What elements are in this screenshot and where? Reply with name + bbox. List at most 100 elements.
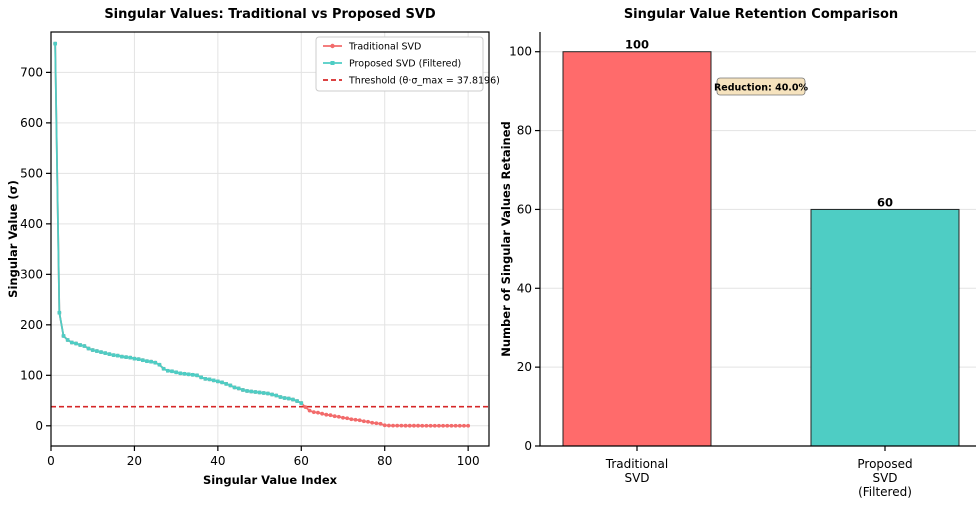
data-point xyxy=(128,355,133,360)
reduction-annotation: Reduction: 40.0% xyxy=(714,77,809,96)
data-point xyxy=(462,423,466,428)
data-point xyxy=(416,423,420,428)
data-point xyxy=(382,423,387,428)
legend-entry-threshold: Threshold (θ·σ_max = 37.8196) xyxy=(323,76,500,87)
data-point xyxy=(282,396,287,400)
bar-chart-ylabel: Number of Singular Values Retained xyxy=(499,121,513,357)
data-point xyxy=(428,423,433,428)
data-point xyxy=(278,395,283,399)
data-point xyxy=(391,423,395,428)
data-point xyxy=(291,397,295,402)
data-point xyxy=(270,392,274,397)
line-chart-title: Singular Values: Traditional vs Proposed… xyxy=(104,7,436,22)
data-point xyxy=(311,410,316,415)
y-tick-label: 20 xyxy=(517,360,532,374)
legend-label-traditional: Traditional SVD xyxy=(348,42,421,53)
data-point xyxy=(65,338,70,342)
line-chart-series xyxy=(53,41,471,428)
data-point xyxy=(136,357,141,361)
data-point xyxy=(140,358,145,362)
data-point xyxy=(295,399,299,403)
data-point xyxy=(378,421,383,426)
data-point xyxy=(412,423,416,428)
data-point xyxy=(399,423,404,428)
y-tick-label: 80 xyxy=(517,124,532,138)
data-point xyxy=(99,350,103,354)
data-point xyxy=(336,414,341,419)
data-point xyxy=(274,393,279,398)
data-point xyxy=(349,417,354,422)
data-point xyxy=(149,359,153,364)
data-point xyxy=(466,423,471,428)
bar-chart-ticks: 020406080100TraditionalSVDProposedSVD(Fi… xyxy=(509,45,913,499)
legend-marker-traditional xyxy=(330,43,335,49)
data-point xyxy=(249,389,254,394)
y-tick-label: 500 xyxy=(20,166,43,180)
x-tick-label: 20 xyxy=(127,454,142,468)
data-point xyxy=(374,421,379,426)
data-point xyxy=(253,390,258,394)
y-tick-label: 100 xyxy=(20,368,43,382)
data-point xyxy=(457,423,462,428)
data-point xyxy=(303,405,308,410)
x-tick-label: Proposed xyxy=(857,457,912,471)
series-proposed xyxy=(53,41,304,405)
data-point xyxy=(266,391,270,396)
bar-chart: Singular Value Retention Comparison 100 6… xyxy=(499,7,976,499)
data-point xyxy=(124,355,128,359)
x-tick-label: SVD xyxy=(624,471,649,485)
data-point xyxy=(357,418,362,423)
data-point xyxy=(78,343,82,347)
bar-value-label: 100 xyxy=(625,38,649,52)
line-chart-axes-frame xyxy=(50,31,490,447)
data-point xyxy=(386,423,391,428)
data-point xyxy=(395,423,400,428)
reduction-annotation-box xyxy=(716,77,806,96)
data-point xyxy=(236,386,241,391)
bar-chart-bars: 100 60 xyxy=(562,38,960,447)
data-point xyxy=(324,412,329,417)
data-point xyxy=(166,368,170,373)
x-tick-label: (Filtered) xyxy=(858,485,912,499)
data-point xyxy=(145,359,149,363)
data-point xyxy=(328,413,333,418)
data-point xyxy=(228,383,233,388)
data-point xyxy=(182,372,187,376)
data-point xyxy=(86,346,91,351)
data-point xyxy=(90,348,95,352)
data-point xyxy=(70,340,74,345)
data-point xyxy=(366,419,370,424)
data-point xyxy=(370,420,375,425)
x-tick-label: Traditional xyxy=(605,457,668,471)
data-point xyxy=(445,423,450,428)
y-tick-label: 100 xyxy=(509,45,532,59)
data-point xyxy=(157,362,162,367)
data-point xyxy=(174,370,178,375)
bar xyxy=(562,51,712,447)
data-point xyxy=(241,388,245,392)
data-point xyxy=(403,423,408,428)
data-point xyxy=(111,353,116,357)
data-point xyxy=(199,375,203,380)
data-point xyxy=(220,380,224,385)
series-line xyxy=(54,43,469,427)
data-point xyxy=(161,366,166,371)
data-point xyxy=(74,341,78,346)
legend-box xyxy=(315,36,484,92)
line-chart-ticks: 0 20 40 60 80 100 0 100 200 300 400 500 600 700 xyxy=(20,65,480,468)
bar xyxy=(810,208,960,447)
y-tick-label: 200 xyxy=(20,318,43,332)
data-point xyxy=(341,415,345,420)
data-point xyxy=(82,344,87,348)
data-point xyxy=(361,419,366,424)
y-tick-label: 60 xyxy=(517,202,532,216)
y-tick-label: 400 xyxy=(20,217,43,231)
data-point xyxy=(191,373,195,377)
legend-marker-proposed xyxy=(330,61,335,65)
data-point xyxy=(211,378,216,383)
data-point xyxy=(95,349,99,353)
line-chart-xlabel: Singular Value Index xyxy=(203,473,338,487)
data-point xyxy=(232,385,237,390)
data-point xyxy=(107,352,112,356)
data-point xyxy=(203,377,208,381)
